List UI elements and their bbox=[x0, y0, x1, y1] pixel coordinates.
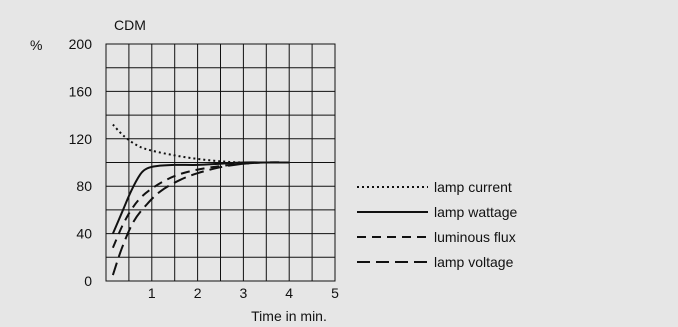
legend-label: lamp wattage bbox=[434, 204, 517, 220]
legend-label: lamp voltage bbox=[434, 254, 514, 270]
series-lines bbox=[111, 123, 290, 276]
x-tick-label: 2 bbox=[194, 285, 202, 301]
y-tick-label: 40 bbox=[76, 226, 92, 242]
chart-title: CDM bbox=[114, 17, 146, 33]
x-tick-label: 1 bbox=[148, 285, 156, 301]
x-tick-label: 5 bbox=[331, 285, 339, 301]
series-line-lamp-wattage bbox=[111, 161, 290, 234]
legend-label: lamp current bbox=[434, 179, 512, 195]
y-tick-label: 0 bbox=[84, 273, 92, 289]
y-tick-label: 160 bbox=[69, 83, 93, 99]
y-tick-labels: 0 40 80 120 160 200 bbox=[69, 36, 93, 289]
x-tick-labels: 1 2 3 4 5 bbox=[148, 285, 339, 301]
y-tick-label: 200 bbox=[69, 36, 93, 52]
x-axis-label: Time in min. bbox=[251, 308, 327, 324]
series-line-lamp-voltage bbox=[111, 161, 290, 276]
series-line-luminous-flux bbox=[111, 161, 290, 249]
x-tick-label: 4 bbox=[285, 285, 293, 301]
legend: lamp current lamp wattage luminous flux lam… bbox=[357, 179, 517, 270]
y-tick-label: 80 bbox=[76, 178, 92, 194]
series-line-lamp-current bbox=[112, 123, 290, 164]
legend-label: luminous flux bbox=[434, 229, 516, 245]
grid bbox=[105, 43, 336, 282]
y-axis-label: % bbox=[30, 37, 42, 53]
y-tick-label: 120 bbox=[69, 131, 93, 147]
x-tick-label: 3 bbox=[240, 285, 248, 301]
